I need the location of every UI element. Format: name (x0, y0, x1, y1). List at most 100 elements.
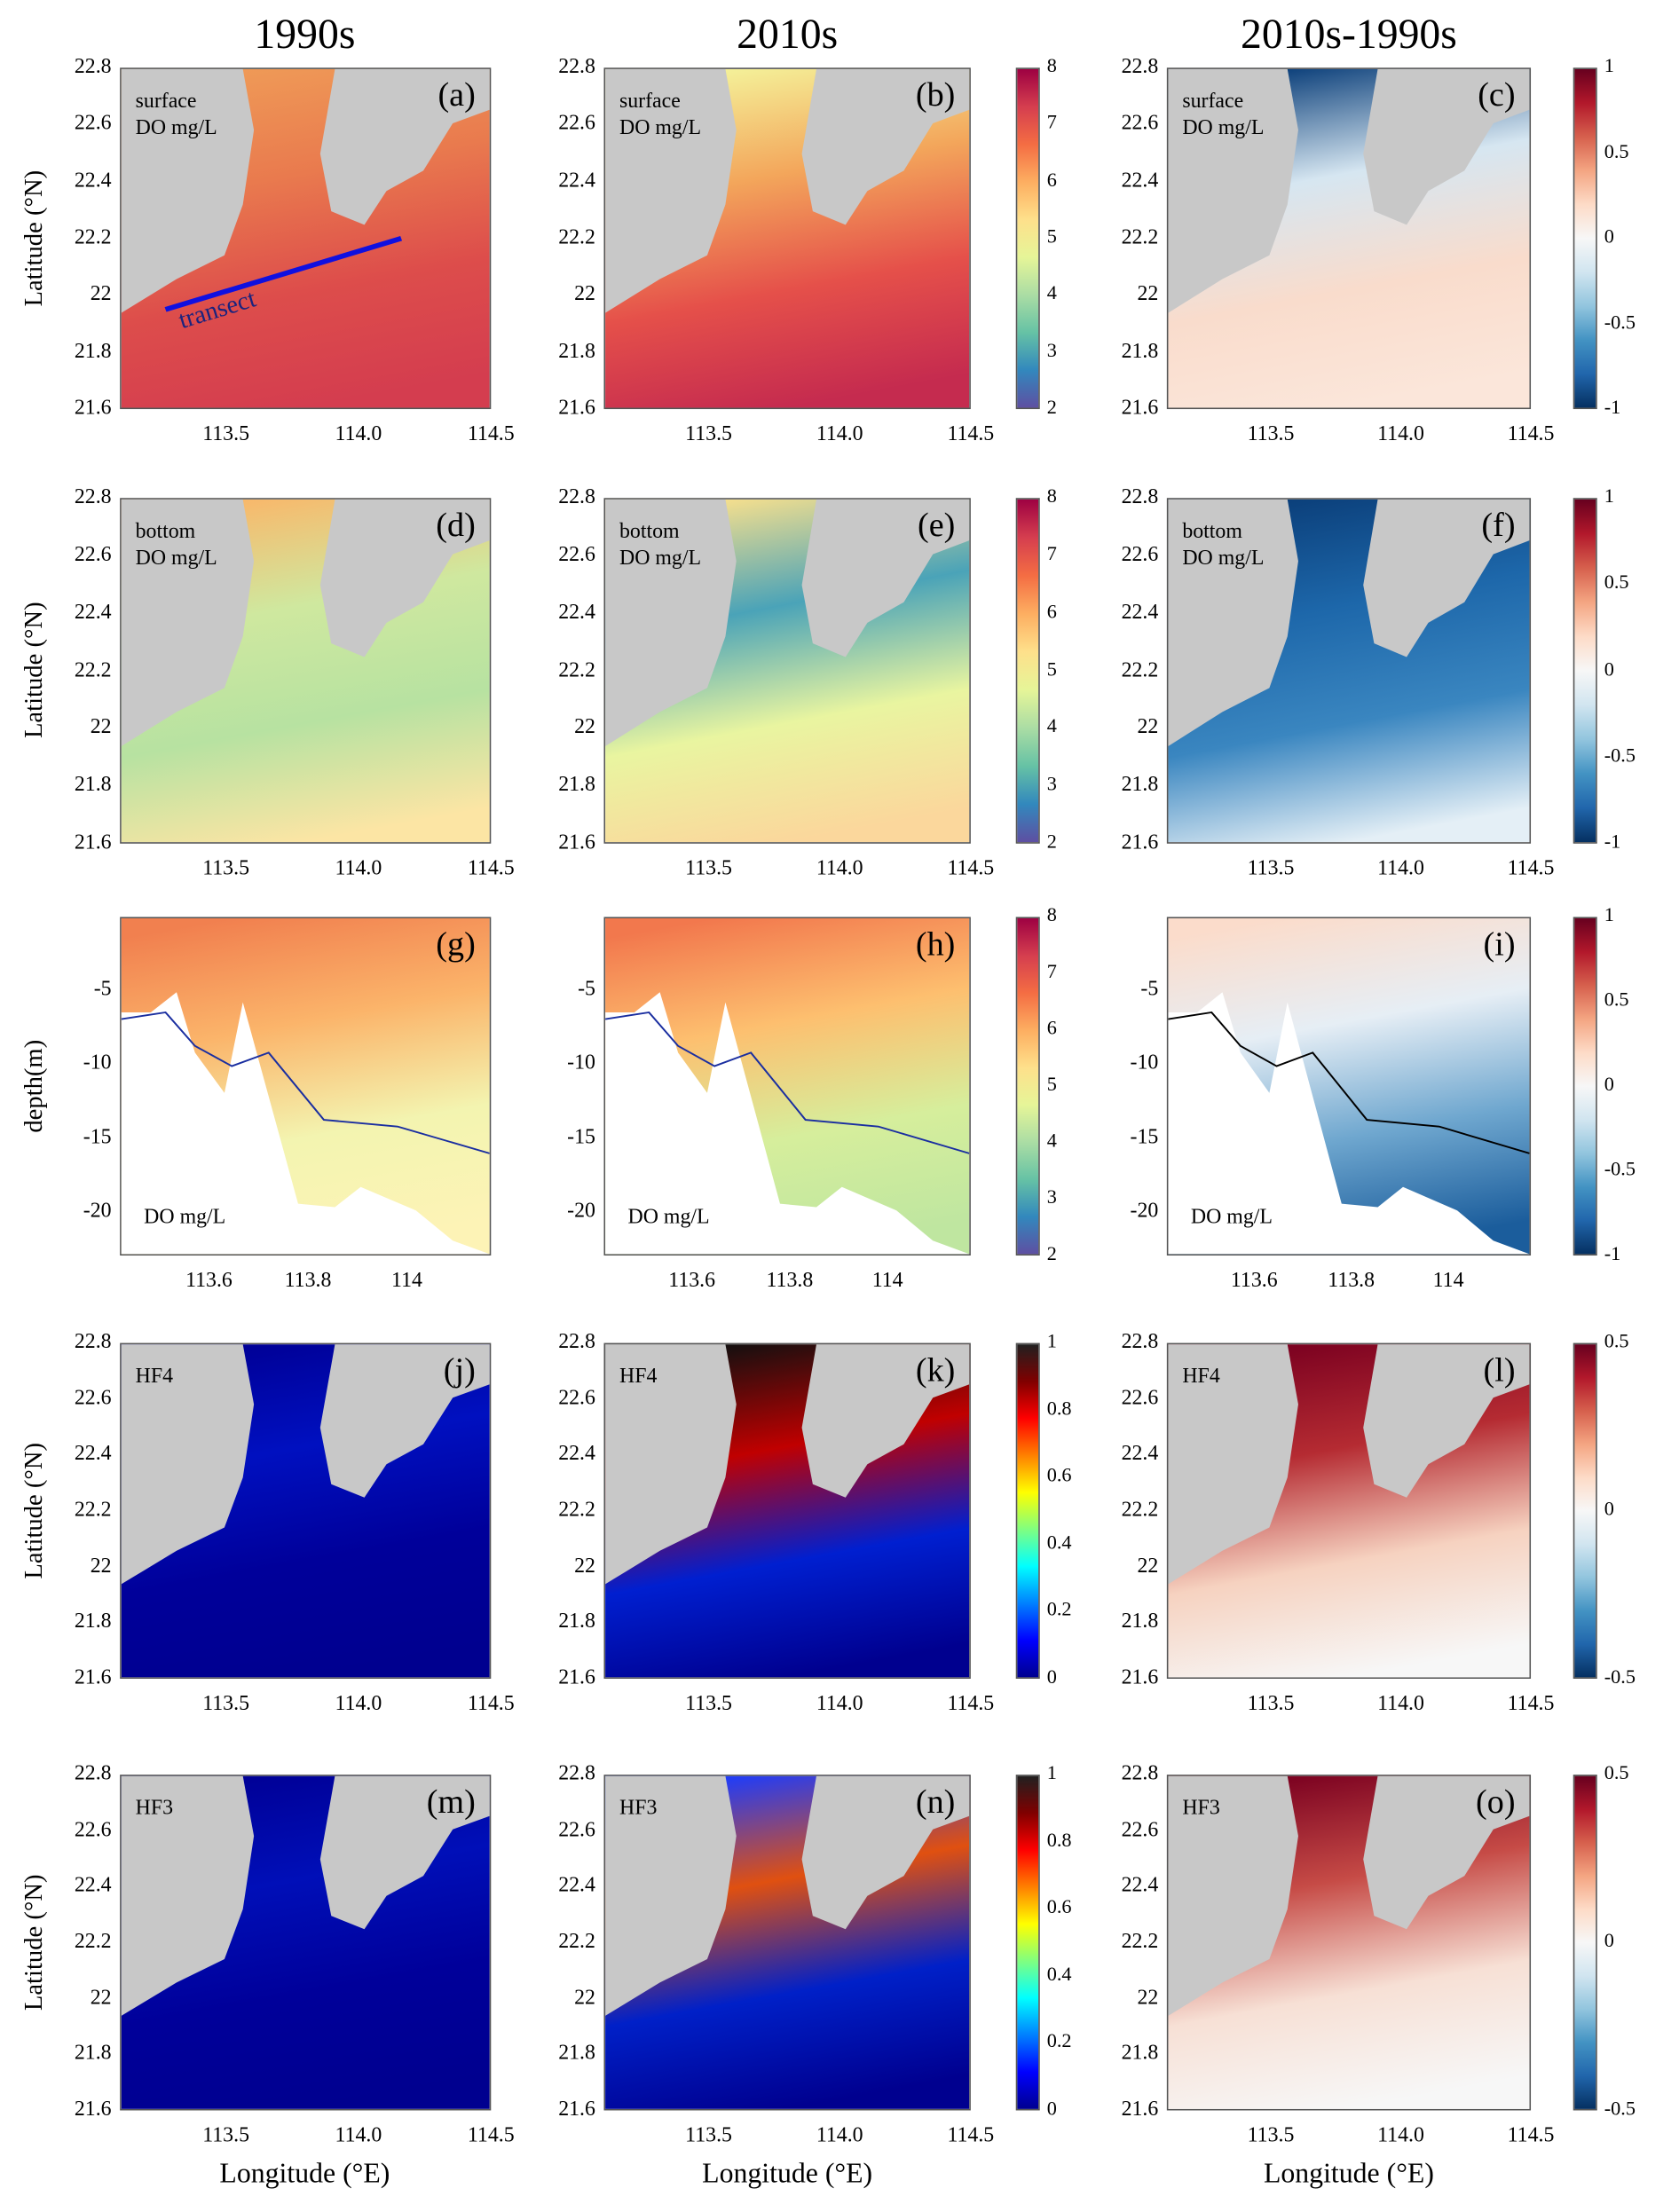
land-mask (605, 1775, 737, 2016)
y-tick-label: 22.8 (74, 1762, 112, 1786)
y-tick-label: 22.8 (558, 55, 595, 79)
x-tick-label: 113.5 (202, 422, 250, 446)
y-tick-label: 21.6 (558, 397, 595, 420)
y-tick-label: 22 (1137, 283, 1159, 306)
x-tick-label: 113.5 (1247, 857, 1295, 881)
y-tick-label: 22.2 (1121, 226, 1159, 249)
panel-label: (h) (915, 926, 956, 964)
x-tick-label: 114.5 (947, 2124, 995, 2147)
panel-field-m (121, 1775, 490, 2109)
y-tick-label: 21.8 (74, 1610, 112, 1633)
x-tick-label: 113.6 (185, 1269, 233, 1293)
y-tick-label: 22.8 (1121, 485, 1159, 509)
column-title-difference: 2010s-1990s (1241, 11, 1457, 59)
panel-a: (a) surface DO mg/L transect (120, 67, 492, 410)
colorbar-tick-label: 0 (1604, 226, 1614, 248)
colorbar-hf (1015, 1342, 1040, 1679)
panel-label: (e) (918, 508, 956, 545)
y-tick-label: 21.6 (74, 831, 112, 854)
y-tick-label: 22.2 (1121, 1930, 1159, 1954)
y-tick-label: 21.8 (74, 774, 112, 797)
land-mask (319, 499, 490, 657)
panel-b: (b) surface DO mg/L (603, 67, 971, 410)
panel-annotation: HF3 (1182, 1797, 1220, 1820)
y-tick-label: 22.6 (558, 1818, 595, 1842)
y-tick-label: 21.8 (1121, 340, 1159, 363)
x-tick-label: 113.5 (685, 857, 732, 881)
colorbar-tick-label: -0.5 (1604, 312, 1636, 335)
y-axis-label-row2: Latitude (°N) (19, 602, 48, 739)
y-tick-label: 22.8 (74, 485, 112, 509)
y-tick-label: 22 (90, 283, 112, 306)
y-tick-label: 22.2 (558, 658, 595, 681)
x-tick-label: 113.8 (284, 1269, 332, 1293)
panel-annotation: bottom DO mg/L (619, 520, 702, 571)
y-tick-label: 21.8 (558, 774, 595, 797)
y-tick-label: 22.2 (74, 1499, 112, 1522)
colorbar-tick-label: 0 (1604, 659, 1614, 681)
panel-field-h (605, 918, 970, 1255)
panel-m: (m) HF3 (120, 1775, 492, 2111)
x-tick-label: 113.5 (1247, 422, 1295, 446)
y-tick-label: 22.8 (1121, 1331, 1159, 1354)
seabed-mask (605, 992, 970, 1255)
y-tick-label: 22 (574, 1555, 595, 1578)
panel-label: (j) (443, 1352, 476, 1390)
x-tick-label: 114.5 (467, 857, 515, 881)
x-tick-label: 113.5 (202, 1692, 250, 1716)
y-tick-label: 21.8 (74, 2042, 112, 2066)
panel-field-g (121, 918, 490, 1255)
land-mask (605, 68, 737, 313)
x-tick-label: 114.5 (947, 422, 995, 446)
panel-annotation: HF4 (135, 1366, 174, 1389)
land-mask (1363, 1344, 1530, 1498)
y-tick-label: 22.4 (558, 1874, 595, 1898)
land-mask (121, 1775, 255, 2016)
colorbar-tick-label: 0 (1604, 1500, 1614, 1521)
land-mask (1363, 499, 1530, 657)
x-tick-label: 113.5 (202, 2124, 250, 2147)
x-tick-label: 113.6 (668, 1269, 716, 1293)
colorbar-tick-label: -0.5 (1604, 1667, 1636, 1689)
panel-field-i (1168, 918, 1530, 1255)
colorbar-tick-label: 0.6 (1046, 1466, 1072, 1488)
colorbar-tick-label: -1 (1604, 832, 1621, 854)
x-tick-label: 114.0 (1377, 422, 1424, 446)
colorbar-tick-label: 0 (1604, 1075, 1614, 1097)
colorbar-tick-label: 2 (1046, 832, 1057, 854)
colorbar-tick-label: -0.5 (1604, 2098, 1636, 2121)
y-axis-label-row3: depth(m) (19, 1039, 48, 1133)
panel-label: (k) (915, 1352, 956, 1390)
panel-i: (i) DO mg/L (1166, 917, 1532, 1256)
y-tick-label: 22 (574, 1986, 595, 2010)
colorbar-tick-label: 0.5 (1604, 141, 1629, 163)
panel-annotation: DO mg/L (627, 1206, 710, 1229)
x-tick-label: 114.0 (816, 857, 863, 881)
y-tick-label: -5 (1140, 978, 1159, 1002)
x-tick-label: 114.5 (1507, 2124, 1555, 2147)
colorbar-tick-label: 3 (1046, 1187, 1057, 1209)
land-mask (1168, 68, 1298, 313)
colorbar-tick-label: 1 (1604, 486, 1614, 508)
colorbar-tick-label: 0.8 (1046, 1830, 1072, 1852)
y-tick-label: 21.8 (1121, 774, 1159, 797)
colorbar-hf_diff (1573, 1342, 1597, 1679)
land-mask (605, 499, 737, 746)
y-tick-label: 21.8 (558, 1610, 595, 1633)
panel-field-d (121, 499, 490, 843)
colorbar-tick-label: 5 (1046, 1075, 1057, 1097)
panel-o: (o) HF3 (1166, 1775, 1532, 2111)
y-tick-label: 21.8 (1121, 2042, 1159, 2066)
y-tick-label: 22 (1137, 716, 1159, 739)
y-tick-label: 22.4 (74, 601, 112, 624)
land-mask (319, 68, 490, 225)
contour-line (121, 1011, 490, 1154)
panel-label: (c) (1478, 77, 1516, 114)
land-mask (1168, 1775, 1298, 2016)
land-mask (121, 499, 255, 746)
panel-k: (k) HF4 (603, 1342, 971, 1679)
y-tick-label: 22.8 (1121, 1762, 1159, 1786)
y-tick-label: 21.6 (1121, 397, 1159, 420)
y-tick-label: 22.4 (558, 169, 595, 193)
y-tick-label: 22.8 (74, 1331, 112, 1354)
